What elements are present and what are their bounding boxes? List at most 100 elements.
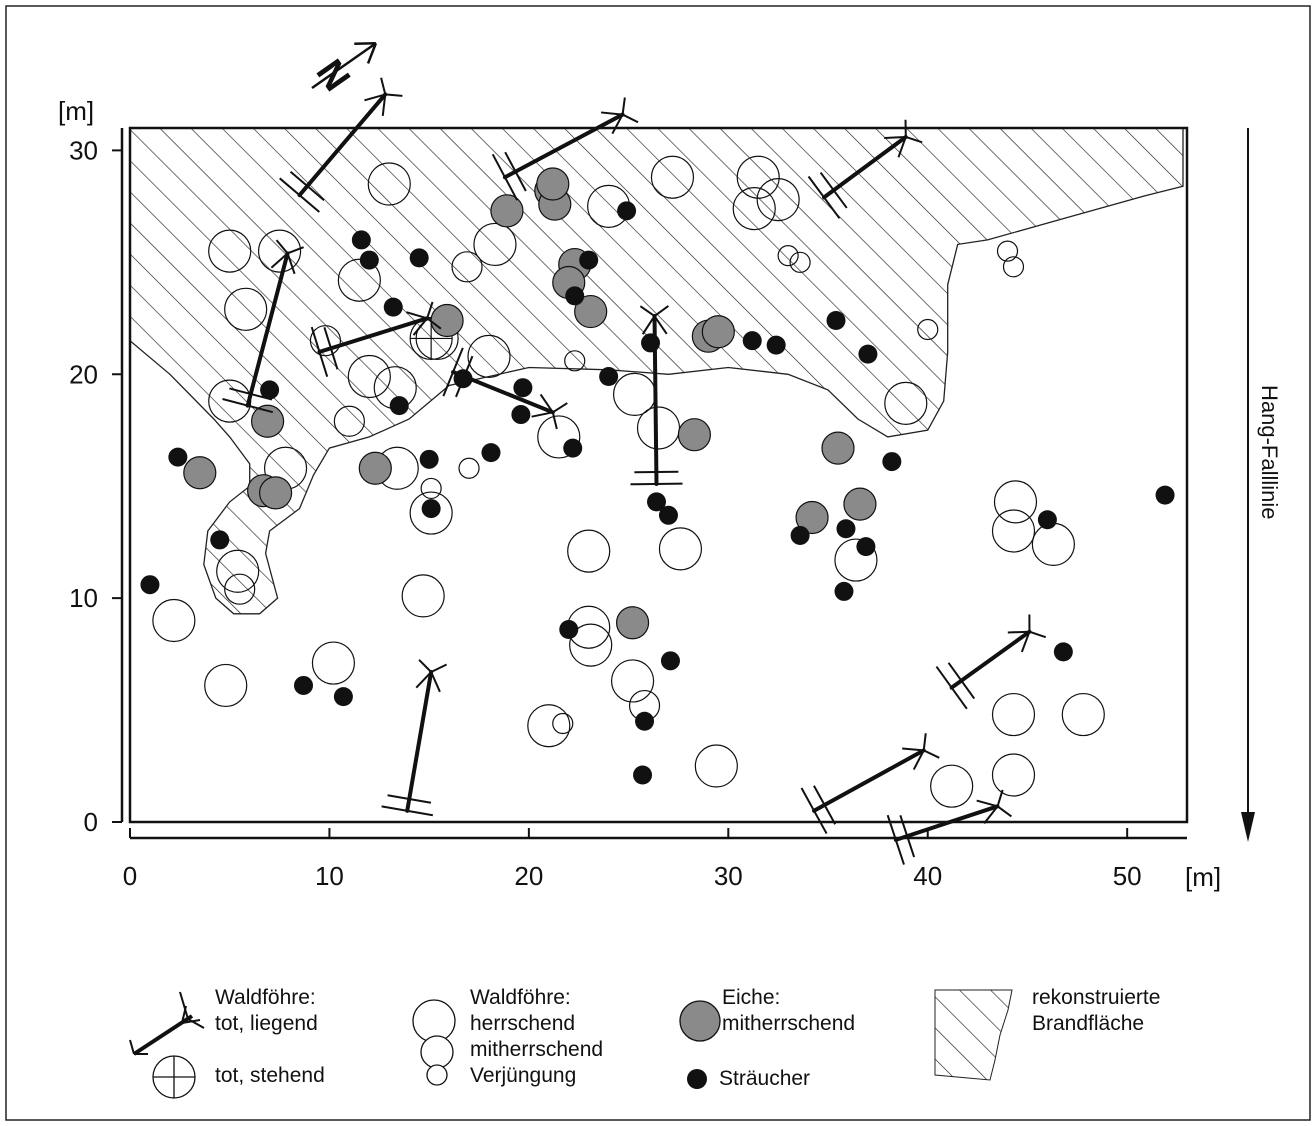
oak-marker: [574, 294, 608, 329]
dead-lying-pine: [935, 614, 1047, 710]
pine-dominant-marker: [636, 406, 681, 450]
oak-marker: [183, 456, 217, 490]
pine-dominant-marker: [208, 229, 252, 273]
pine-dominant-marker: [1061, 692, 1105, 737]
shrub-marker: [351, 230, 371, 250]
pine-regeneration-marker: [917, 318, 939, 341]
oak-marker: [795, 500, 829, 535]
log-trunk: [949, 629, 1032, 690]
pine-dominant-marker: [224, 287, 268, 331]
log-crown-mark: [1020, 631, 1031, 653]
x-tick-label: 0: [123, 861, 137, 891]
log-crown-mark: [983, 805, 999, 824]
shrub-marker: [168, 447, 188, 467]
log-crown-mark: [406, 311, 428, 320]
slope-direction-indicator: Hang-Falllinie: [1241, 128, 1282, 842]
dead-lying-pine: [310, 301, 442, 377]
north-arrow-symbol: N: [308, 42, 378, 99]
shrub-marker: [766, 335, 786, 355]
pine-codominant-marker: [224, 573, 256, 605]
pine-dominant-marker: [204, 663, 248, 708]
pine-regeneration-marker: [1002, 256, 1025, 278]
legend: Waldföhre: tot, liegend tot, stehend Wal…: [129, 986, 1160, 1099]
dead-lying-pine: [886, 789, 1013, 865]
log-root-mark: [504, 151, 527, 192]
log-root-mark: [310, 326, 329, 377]
shrub-marker: [210, 530, 230, 550]
shrub-marker: [421, 499, 441, 519]
log-root-mark: [323, 326, 339, 370]
tree-layer: [140, 155, 1175, 808]
log-crown-mark: [539, 393, 554, 413]
figure-frame: [5, 5, 1311, 1121]
shrub-marker: [1037, 510, 1057, 530]
log-trunk: [652, 314, 659, 486]
legend-pine-title-2: Waldföhre:: [470, 986, 571, 1009]
shrub-marker: [599, 366, 619, 386]
shrub-marker: [389, 396, 409, 416]
pine-dominant-marker: [650, 155, 695, 199]
pine-dominant-marker: [610, 659, 655, 703]
shrub-marker: [511, 405, 531, 425]
log-root-mark: [800, 787, 828, 835]
shrub-marker: [660, 651, 680, 671]
log-crown-mark: [621, 97, 626, 115]
log-root-mark: [222, 398, 274, 414]
pine-dominant-marker: [569, 623, 613, 667]
log-crown-mark: [415, 671, 432, 689]
shrub-marker: [856, 537, 876, 557]
legend-shrubs: Sträucher: [719, 1067, 810, 1090]
log-crown-mark: [381, 94, 387, 117]
log-root-mark: [279, 177, 320, 213]
pine-dominant-marker: [527, 704, 571, 748]
x-tick-label: 40: [913, 861, 942, 891]
log-crown-mark: [611, 114, 624, 135]
log-root-mark: [886, 814, 905, 865]
pine-dominant-marker: [216, 549, 260, 593]
axes: 0 10 20 30 40 50 0 10 20 30: [69, 126, 1189, 891]
pine-regeneration-marker: [458, 457, 480, 479]
y-tick-label: 10: [69, 583, 98, 613]
shrub-marker: [1053, 642, 1073, 662]
pine-dominant-marker: [347, 354, 391, 399]
log-crown-mark: [922, 733, 927, 751]
log-crown-mark: [552, 402, 568, 414]
shrub-marker: [333, 687, 353, 707]
oak-marker: [701, 315, 735, 349]
shrub-marker: [409, 248, 429, 268]
pine-dominant-marker: [409, 491, 453, 535]
pine-regeneration-marker: [996, 240, 1019, 262]
log-root-mark: [935, 665, 968, 710]
log-root-mark: [630, 482, 683, 486]
log-root-mark: [634, 470, 679, 474]
log-crown-mark: [622, 113, 639, 124]
pine-dominant-marker: [658, 527, 703, 571]
pine-regeneration-marker: [552, 712, 574, 735]
legend-shrub-symbol: [687, 1069, 707, 1089]
shrub-marker: [140, 575, 160, 595]
legend-dead-lying-symbol: [129, 991, 205, 1056]
pine-dominant-marker: [732, 186, 776, 231]
legend-dead-standing-symbol: [152, 1055, 196, 1099]
oak-marker: [258, 476, 293, 510]
shrub-marker: [836, 519, 856, 539]
log-crown-mark: [380, 77, 387, 95]
pine-dominant-marker: [694, 744, 738, 788]
log-crown-mark: [897, 136, 907, 158]
log-crown-mark: [1007, 630, 1030, 634]
pine-regeneration-marker: [420, 477, 442, 500]
log-crown-mark: [364, 93, 386, 102]
log-crown-mark: [653, 305, 669, 317]
log-crown-mark: [418, 659, 432, 673]
dead-lying-pine: [222, 239, 304, 414]
pine-dominant-marker: [884, 381, 928, 425]
pine-dominant-marker: [1031, 522, 1075, 567]
pine-dominant-marker: [467, 334, 511, 378]
dead-lying-pine: [442, 347, 568, 430]
log-root-mark: [491, 153, 519, 201]
pine-dominant-marker: [152, 598, 196, 643]
x-tick-label: 10: [315, 861, 344, 891]
shrub-marker: [260, 380, 280, 400]
oak-marker: [358, 451, 392, 485]
log-trunk: [405, 670, 434, 813]
